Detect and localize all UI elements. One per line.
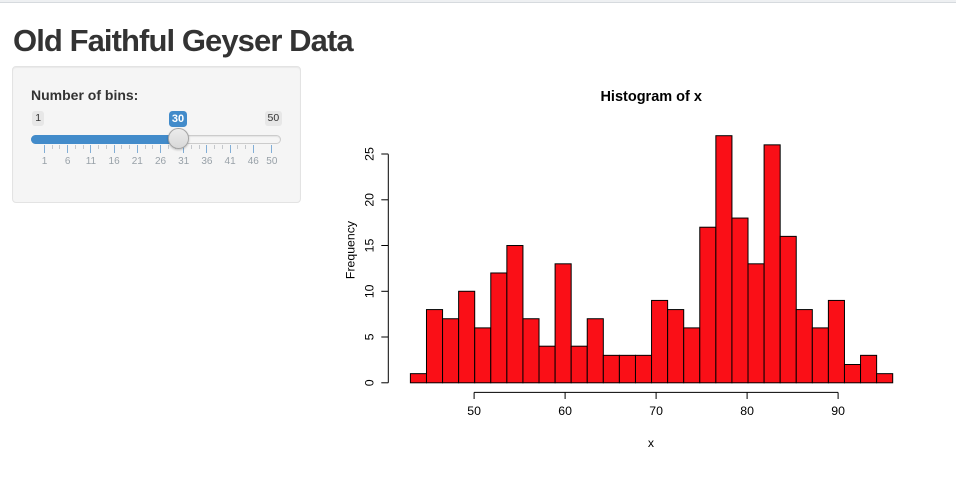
svg-text:80: 80 (740, 404, 754, 418)
svg-text:Histogram of x: Histogram of x (600, 89, 702, 105)
svg-text:Frequency: Frequency (343, 220, 357, 279)
svg-text:90: 90 (831, 404, 845, 418)
svg-text:15: 15 (362, 239, 376, 253)
svg-text:50: 50 (467, 404, 481, 418)
svg-text:20: 20 (362, 193, 376, 207)
svg-text:x: x (648, 436, 655, 450)
svg-text:25: 25 (362, 147, 376, 161)
svg-text:5: 5 (362, 333, 376, 340)
svg-text:60: 60 (558, 404, 572, 418)
svg-text:0: 0 (362, 379, 376, 386)
svg-text:70: 70 (649, 404, 663, 418)
svg-text:10: 10 (362, 284, 376, 298)
